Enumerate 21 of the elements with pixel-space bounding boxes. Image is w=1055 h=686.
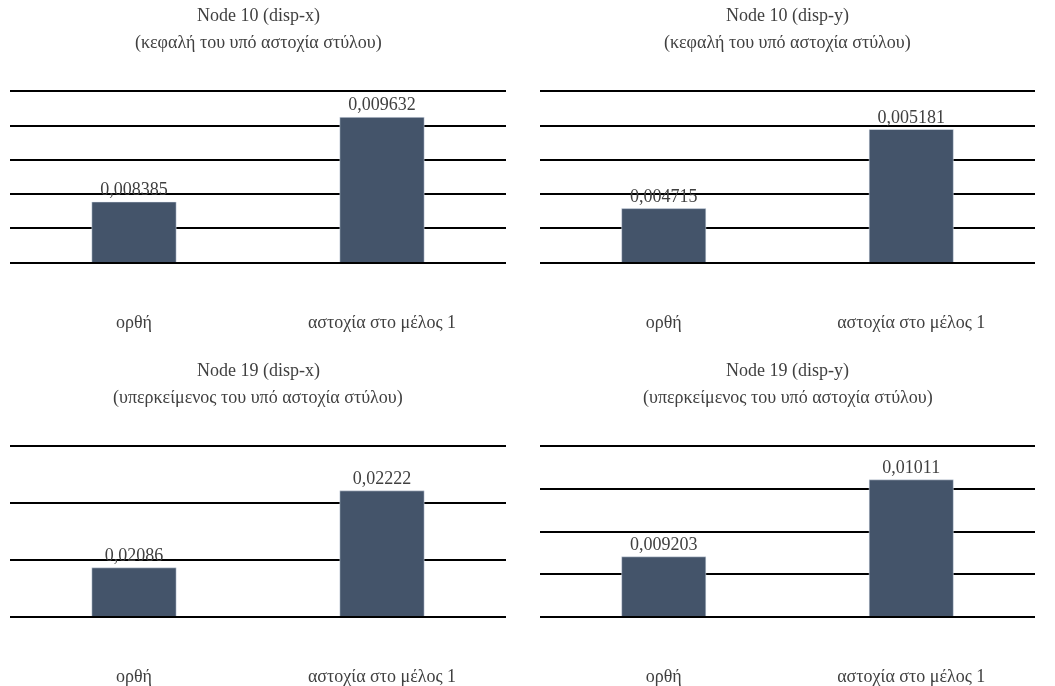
x-tick-label: ορθή <box>645 666 682 686</box>
chart-subtitle: (κεφαλή του υπό αστοχία στύλου) <box>664 32 911 53</box>
chart-title: Node 19 (disp-x) <box>197 360 320 381</box>
chart-title: Node 10 (disp-x) <box>197 5 320 26</box>
x-tick-label: ορθή <box>115 311 153 332</box>
data-label: 0,02222 <box>352 467 412 488</box>
data-label: 0,009203 <box>630 533 698 554</box>
x-tick-label: ορθή <box>115 666 153 686</box>
x-tick-label: ορθή <box>645 311 682 332</box>
chart-subtitle: (υπερκείμενος του υπό αστοχία στύλου) <box>643 387 933 408</box>
data-label: 0,01011 <box>882 456 941 477</box>
chart-subtitle: (κεφαλή του υπό αστοχία στύλου) <box>135 32 382 53</box>
x-tick-label: αστοχία στο μέλος 1 <box>307 666 457 686</box>
chart-subtitle: (υπερκείμενος του υπό αστοχία στύλου) <box>113 387 403 408</box>
chart-title: Node 19 (disp-y) <box>726 360 849 381</box>
x-tick-label: αστοχία στο μέλος 1 <box>837 666 986 686</box>
x-tick-label: αστοχία στο μέλος 1 <box>307 311 457 332</box>
data-label: 0,005181 <box>877 106 946 127</box>
x-tick-label: αστοχία στο μέλος 1 <box>837 311 986 332</box>
data-label: 0,009632 <box>348 94 416 115</box>
chart-title: Node 10 (disp-y) <box>726 5 849 26</box>
